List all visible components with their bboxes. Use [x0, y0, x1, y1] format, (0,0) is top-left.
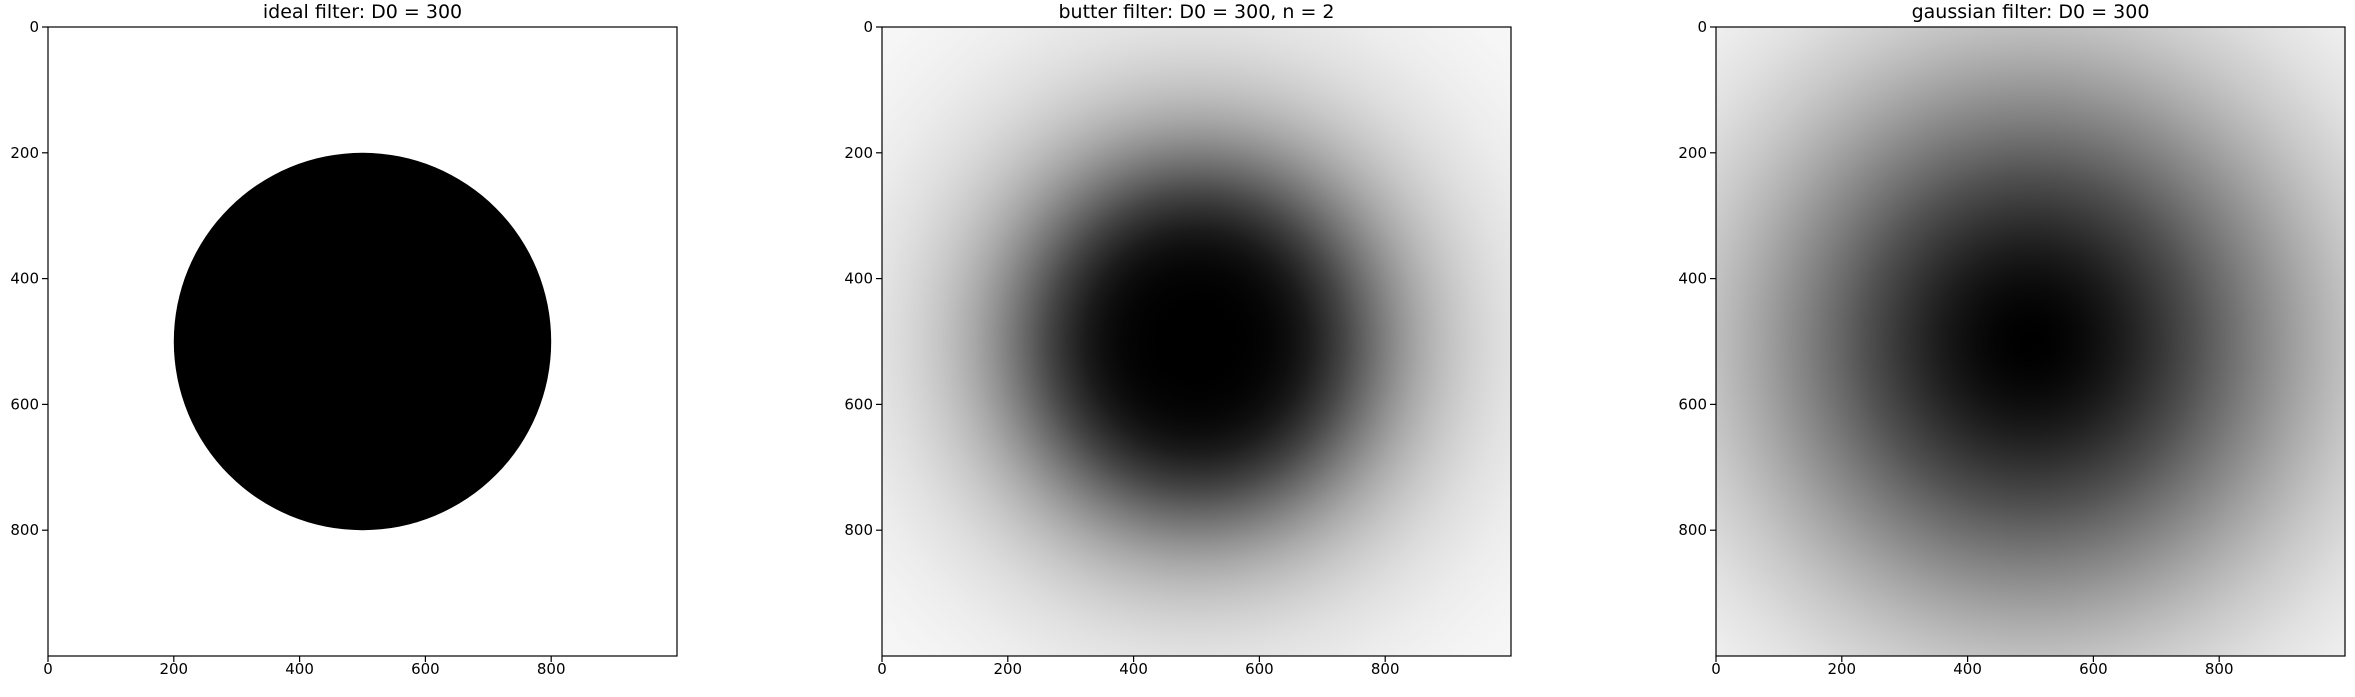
y-tick-label: 600: [10, 395, 39, 413]
x-tick-label: 200: [159, 660, 188, 678]
plot-frame: [1715, 26, 2346, 657]
panel-title: gaussian filter: D0 = 300: [1912, 1, 2150, 23]
panel-ideal: ideal filter: D0 = 300 0 200 400 600 800 0 20…: [10, 1, 678, 678]
x-tick-label: 800: [1371, 660, 1400, 678]
y-tick-label: 200: [1678, 144, 1707, 162]
x-tick-label: 400: [1119, 660, 1148, 678]
x-tick-label: 800: [2205, 660, 2234, 678]
y-tick-label: 200: [844, 144, 873, 162]
x-tick-label: 0: [1711, 660, 1721, 678]
filter-gradient: [882, 27, 1511, 656]
y-axis: 0 200 400 600 800: [844, 18, 882, 539]
panel-gaussian: gaussian filter: D0 = 300 0 200 400 600 800 …: [1678, 1, 2346, 678]
y-tick-label: 600: [844, 395, 873, 413]
heatmap-layer: [1716, 27, 2345, 656]
filter-gradient: [1716, 27, 2345, 656]
filter-disk: [173, 152, 552, 531]
x-axis: 0 200 400 600 800: [877, 656, 1400, 678]
x-axis: 0 200 400 600 800: [43, 656, 566, 678]
y-tick-label: 800: [1678, 521, 1707, 539]
y-tick-label: 600: [1678, 395, 1707, 413]
panel-butterworth: butter filter: D0 = 300, n = 2 0 200 400 60…: [844, 1, 1512, 678]
y-axis: 0 200 400 600 800: [1678, 18, 1716, 539]
y-tick-label: 0: [863, 18, 873, 36]
y-tick-label: 400: [844, 270, 873, 288]
x-tick-label: 0: [43, 660, 53, 678]
x-tick-label: 200: [993, 660, 1022, 678]
y-tick-label: 800: [10, 521, 39, 539]
y-tick-label: 800: [844, 521, 873, 539]
y-axis: 0 200 400 600 800: [10, 18, 48, 539]
x-tick-label: 600: [1245, 660, 1274, 678]
x-tick-label: 800: [537, 660, 566, 678]
x-tick-label: 600: [2079, 660, 2108, 678]
y-tick-label: 0: [1697, 18, 1707, 36]
x-tick-label: 0: [877, 660, 887, 678]
y-tick-label: 400: [1678, 270, 1707, 288]
x-tick-label: 400: [285, 660, 314, 678]
y-tick-label: 0: [29, 18, 39, 36]
x-tick-label: 600: [411, 660, 440, 678]
x-tick-label: 200: [1827, 660, 1856, 678]
x-tick-label: 400: [1953, 660, 1982, 678]
y-tick-label: 200: [10, 144, 39, 162]
heatmap-layer: [882, 27, 1511, 656]
plot-frame: [47, 26, 678, 657]
panel-title: ideal filter: D0 = 300: [263, 1, 462, 23]
plot-frame: [881, 26, 1512, 657]
heatmap-layer: [48, 27, 677, 656]
y-tick-label: 400: [10, 270, 39, 288]
x-axis: 0 200 400 600 800: [1711, 656, 2234, 678]
panel-title: butter filter: D0 = 300, n = 2: [1058, 1, 1334, 23]
